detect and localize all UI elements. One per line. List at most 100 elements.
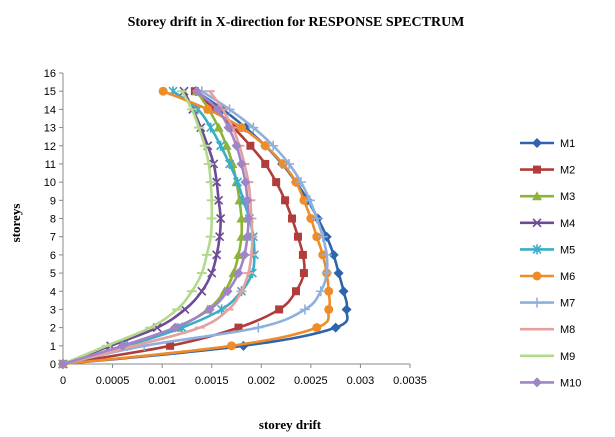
series-m6 <box>58 86 334 369</box>
data-point <box>246 141 255 150</box>
y-tick-label: 14 <box>44 104 56 116</box>
x-tick-label: 0.003 <box>347 375 375 387</box>
legend-label: M4 <box>560 218 575 230</box>
data-point <box>233 249 244 259</box>
data-point <box>253 322 264 333</box>
series-line <box>62 90 349 366</box>
series-line <box>62 90 222 366</box>
data-point <box>312 232 322 242</box>
legend-label: M9 <box>560 351 575 363</box>
data-point <box>236 158 247 169</box>
x-tick-label: 0 <box>60 375 66 387</box>
data-point <box>291 287 300 296</box>
legend-item-m1: M1 <box>520 138 575 150</box>
data-point <box>207 268 217 278</box>
data-point <box>324 286 334 296</box>
legend-item-m3: M3 <box>520 191 575 203</box>
data-point <box>304 195 315 206</box>
data-point <box>204 304 215 315</box>
data-point <box>268 140 279 151</box>
data-point <box>317 231 328 242</box>
legend-item-m6: M6 <box>520 271 575 283</box>
data-point <box>214 195 224 205</box>
data-point <box>180 304 190 315</box>
x-tick-label: 0.001 <box>148 375 176 387</box>
data-point <box>243 213 254 224</box>
series-line <box>62 90 244 366</box>
x-axis-label: storey drift <box>259 417 322 432</box>
y-axis-label: storeys <box>8 204 23 243</box>
data-point <box>338 286 349 297</box>
y-tick-label: 8 <box>50 214 56 226</box>
data-point <box>260 141 270 151</box>
y-tick-label: 4 <box>50 286 56 298</box>
data-point <box>117 340 128 351</box>
data-point <box>236 213 247 223</box>
data-point <box>532 377 542 388</box>
legend-label: M3 <box>560 191 575 203</box>
chart-title: Storey drift in X-direction for RESPONSE… <box>128 15 465 30</box>
x-tick-label: 0.0035 <box>393 375 427 387</box>
data-point <box>333 268 344 279</box>
data-point <box>532 138 542 148</box>
data-point <box>222 286 233 297</box>
data-point <box>212 250 222 260</box>
data-point <box>227 341 237 351</box>
x-tick-label: 0.0005 <box>96 375 130 387</box>
data-point <box>532 244 542 255</box>
series-line <box>62 90 254 366</box>
series-layer <box>58 86 352 369</box>
data-point <box>203 104 213 114</box>
series-line <box>62 90 250 366</box>
data-point <box>532 218 542 228</box>
legend-item-m5: M5 <box>520 244 575 256</box>
series-m7 <box>58 86 332 369</box>
y-tick-label: 7 <box>50 232 56 244</box>
y-tick-label: 10 <box>44 177 56 189</box>
data-point <box>166 341 175 350</box>
data-point <box>261 159 270 168</box>
data-point <box>533 165 541 174</box>
legend-label: M8 <box>560 324 575 336</box>
data-point <box>299 269 308 278</box>
legend-item-m9: M9 <box>520 351 575 363</box>
data-point <box>293 232 302 241</box>
data-point <box>328 249 339 260</box>
data-point <box>295 177 306 188</box>
data-point <box>206 122 216 133</box>
legend-label: M7 <box>560 298 575 310</box>
legend: M1 M2 M3 M4 M5 M6 M7 M8 M9 M10 <box>520 138 581 389</box>
legend-item-m10: M10 <box>520 377 581 389</box>
data-point <box>242 231 253 242</box>
data-point <box>224 158 235 169</box>
data-point <box>232 177 243 188</box>
data-point <box>236 231 247 241</box>
series-line <box>62 90 306 366</box>
data-point <box>321 249 332 260</box>
series-line <box>62 90 214 366</box>
data-point <box>341 304 352 315</box>
data-point <box>532 297 542 308</box>
data-point <box>231 140 242 151</box>
data-point <box>170 322 181 333</box>
data-point <box>242 195 253 206</box>
data-point <box>532 271 542 281</box>
legend-item-m8: M8 <box>520 324 575 336</box>
data-point <box>216 140 226 151</box>
data-point <box>236 123 246 133</box>
data-point <box>158 86 168 96</box>
series-m10 <box>58 86 254 369</box>
data-point <box>324 304 334 314</box>
data-point <box>233 268 244 279</box>
data-point <box>212 177 222 187</box>
data-point <box>281 196 290 205</box>
data-point <box>234 323 243 332</box>
x-tick-label: 0.002 <box>248 375 276 387</box>
y-tick-label: 13 <box>44 123 56 135</box>
y-tick-label: 11 <box>45 159 56 171</box>
data-point <box>532 191 542 201</box>
data-point <box>298 250 307 259</box>
data-point <box>315 286 326 297</box>
